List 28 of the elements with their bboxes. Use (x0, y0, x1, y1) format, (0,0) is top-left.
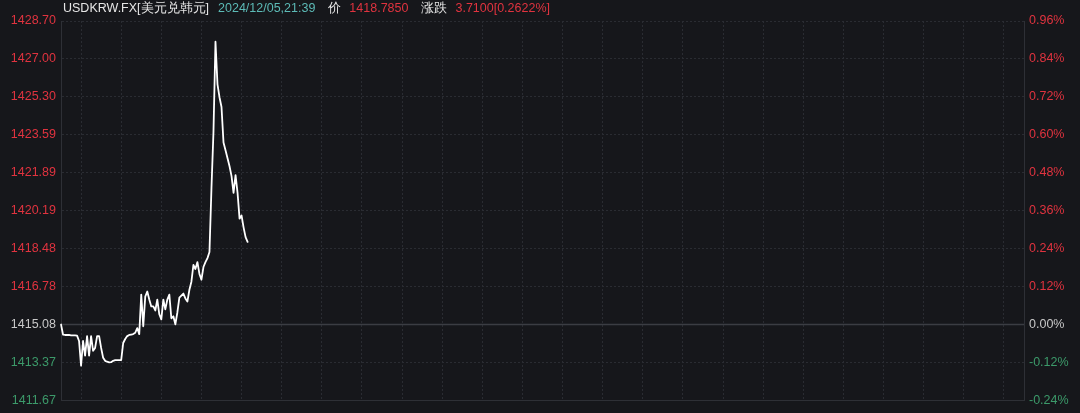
y-tick-label: 1415.08 (10, 316, 57, 331)
text: 涨跌 (421, 0, 448, 16)
y-tick-label: 1420.19 (10, 203, 57, 218)
y-tick-label: 1418.48 (10, 241, 57, 256)
y-tick-label: 1413.37 (10, 355, 57, 370)
y-tick-label: 1427.00 (10, 51, 57, 66)
text: 1418.7850 (349, 0, 409, 16)
y2-tick-label: -0.12% (1029, 355, 1069, 369)
y2-tick-label: 0.12% (1029, 279, 1065, 294)
y-tick-label: 1423.59 (10, 127, 57, 142)
y2-tick-label: 0.48% (1029, 165, 1065, 180)
y2-tick-label: 0.60% (1029, 127, 1065, 142)
y-tick-label: 1416.78 (10, 279, 57, 294)
chart-title: USDKRW.FX[美元兑韩元] (63, 0, 210, 16)
y2-tick-label: 0.00% (1029, 317, 1065, 332)
y2-tick-label: 0.72% (1029, 89, 1065, 104)
text: 价 (328, 0, 342, 16)
y-tick-label: 1411.67 (11, 392, 57, 407)
y-tick-label: 1425.30 (10, 89, 57, 104)
y2-tick-label: 0.24% (1029, 241, 1065, 256)
y2-tick-label: 0.36% (1029, 203, 1065, 218)
text: 3.7100[0.2622%] (455, 0, 550, 16)
y2-tick-label: -0.24% (1029, 392, 1069, 407)
y-tick-label: 1428.70 (10, 13, 57, 28)
y2-tick-label: 0.84% (1029, 51, 1065, 66)
chart-subtitle: 2024/12/05,21:39 (218, 0, 316, 16)
y-tick-label: 1421.89 (10, 165, 57, 180)
y2-tick-label: 0.96% (1029, 13, 1065, 28)
